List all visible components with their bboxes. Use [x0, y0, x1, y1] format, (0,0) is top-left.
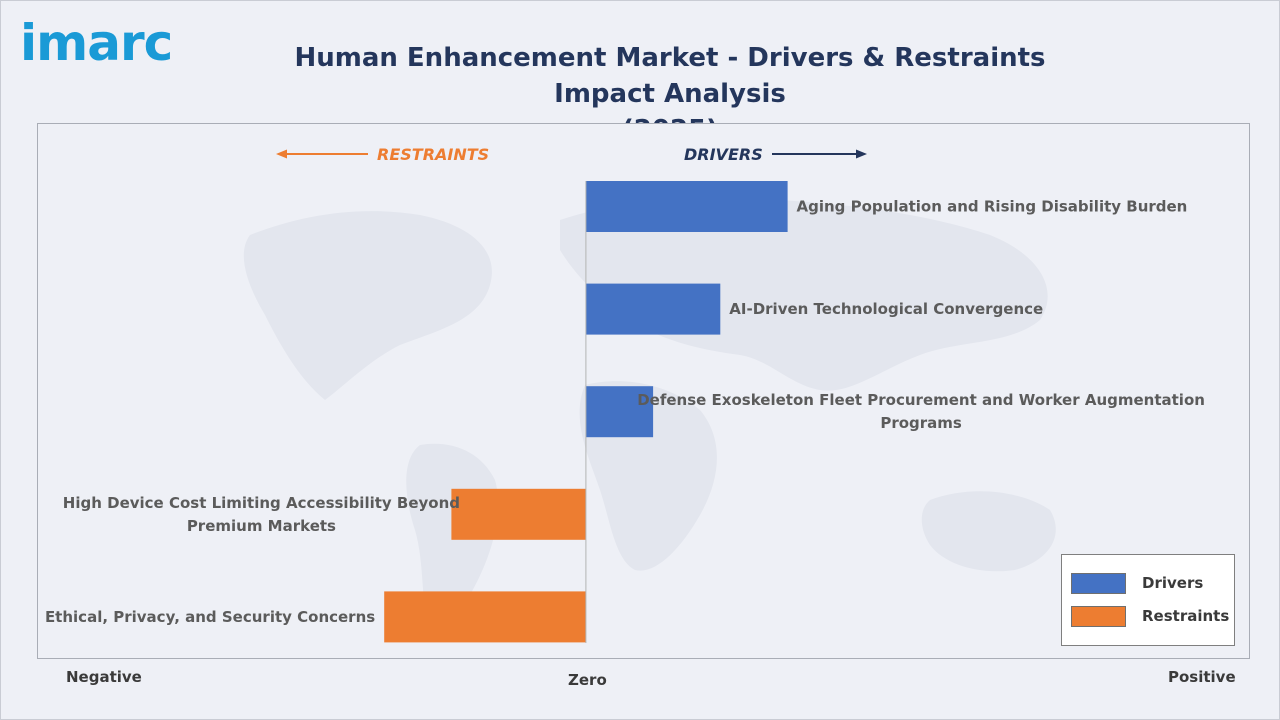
- legend-swatch-drivers: [1071, 572, 1126, 594]
- axis-zero-label: Zero: [568, 671, 607, 689]
- restraints-direction-label: RESTRAINTS: [377, 145, 489, 164]
- legend-item-restraints: Restraints: [1071, 605, 1229, 627]
- title-line-1: Human Enhancement Market - Drivers & Res…: [294, 43, 1046, 109]
- drivers-arrowhead-icon: [856, 149, 867, 159]
- bar-label-1: Aging Population and Rising Disability B…: [797, 198, 1188, 216]
- bar-label-line: Aging Population and Rising Disability B…: [797, 198, 1188, 216]
- legend-swatch-restraints: [1071, 605, 1126, 627]
- bar-1: [585, 181, 788, 232]
- bar-label-2: AI-Driven Technological Convergence: [729, 300, 1043, 318]
- bar-label-line: AI-Driven Technological Convergence: [729, 300, 1043, 318]
- drivers-direction-label: DRIVERS: [684, 145, 763, 164]
- bar-labels-group: Aging Population and Rising Disability B…: [45, 198, 1205, 626]
- bar-label-line: Defense Exoskeleton Fleet Procurement an…: [637, 391, 1205, 409]
- bar-5: [384, 591, 586, 643]
- legend: Drivers Restraints: [1061, 554, 1235, 646]
- bar-label-5: Ethical, Privacy, and Security Concerns: [45, 608, 375, 626]
- bar-2: [585, 283, 721, 335]
- legend-item-drivers: Drivers: [1071, 572, 1203, 594]
- imarc-logo: imarc: [20, 14, 173, 72]
- bar-4: [451, 488, 586, 540]
- bar-label-line: Programs: [880, 414, 962, 432]
- bar-label-line: Premium Markets: [187, 517, 336, 535]
- bar-label-line: Ethical, Privacy, and Security Concerns: [45, 608, 375, 626]
- axis-positive-label: Positive: [1168, 668, 1236, 686]
- legend-label-restraints: Restraints: [1142, 607, 1230, 625]
- legend-label-drivers: Drivers: [1142, 574, 1204, 592]
- axis-negative-label: Negative: [66, 668, 142, 686]
- bars-group: [384, 181, 788, 643]
- restraints-arrowhead-icon: [276, 149, 287, 159]
- bar-label-line: High Device Cost Limiting Accessibility …: [63, 494, 460, 512]
- bar-3: [585, 386, 654, 438]
- bar-label-4: High Device Cost Limiting Accessibility …: [63, 494, 460, 535]
- bar-label-3: Defense Exoskeleton Fleet Procurement an…: [637, 391, 1205, 432]
